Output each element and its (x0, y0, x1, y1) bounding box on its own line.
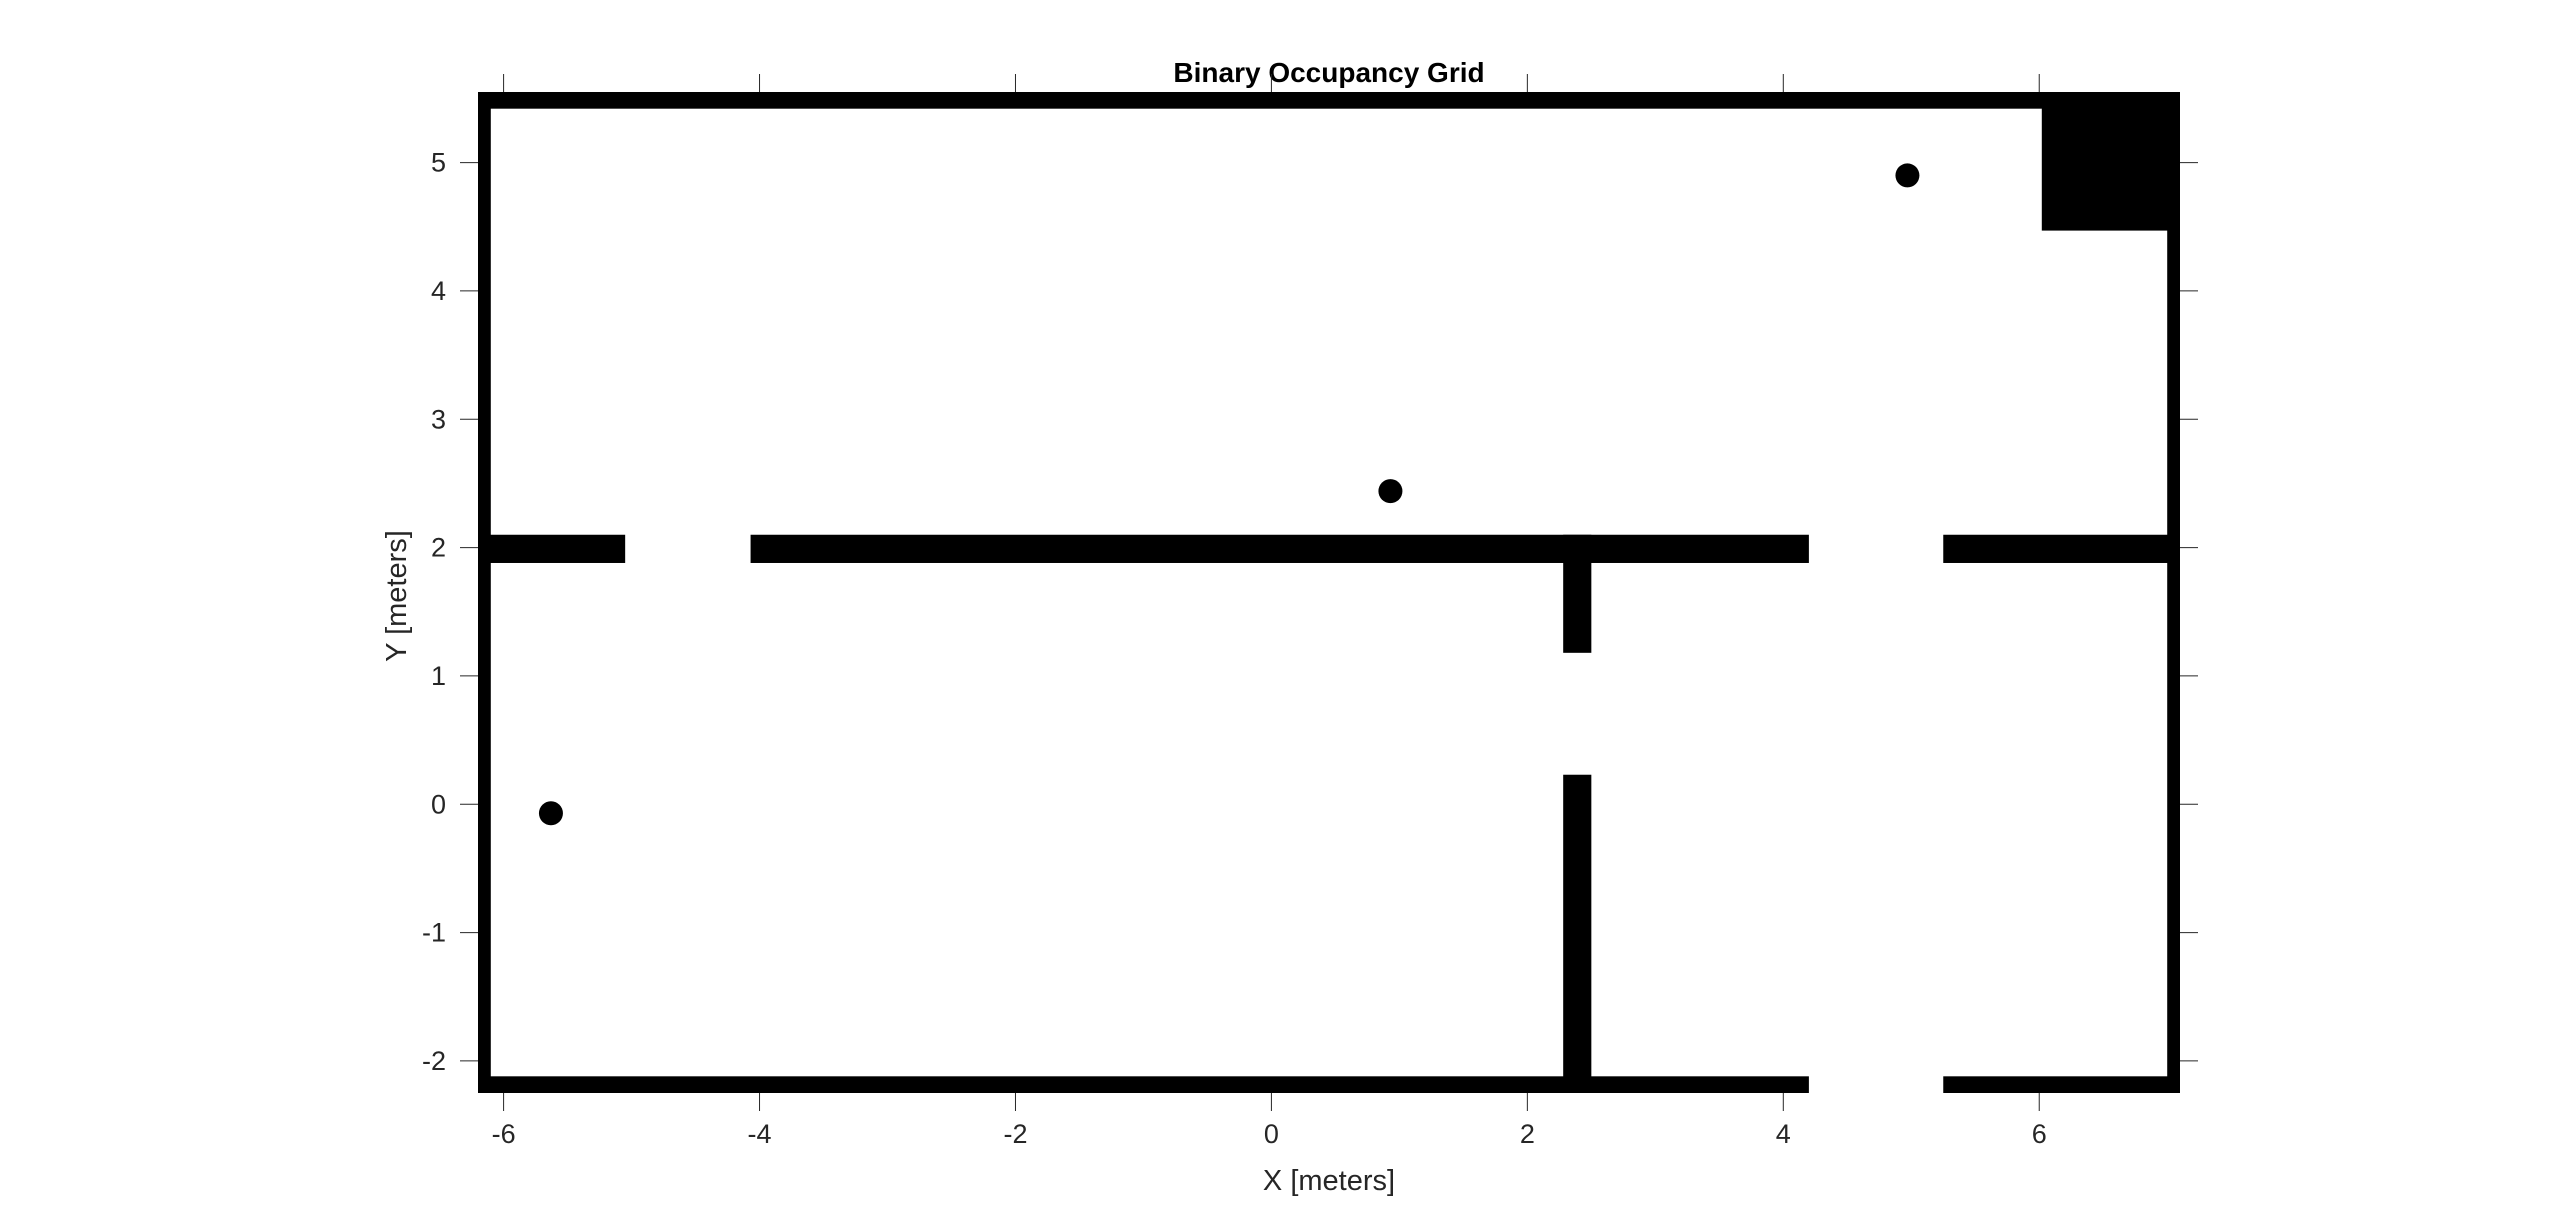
occupied-point-3 (1895, 163, 1920, 188)
y-tick-label: -1 (422, 918, 446, 948)
free-space (478, 92, 2180, 1093)
x-tick-label: 2 (1520, 1119, 1535, 1149)
x-tick-label: -6 (492, 1119, 516, 1149)
x-axis-label: X [meters] (1263, 1165, 1395, 1197)
occupied-inner-wall-left-stub (478, 534, 626, 563)
y-tick-label: 2 (431, 533, 446, 563)
x-tick-label: -4 (748, 1119, 772, 1149)
y-tick-label: 0 (431, 789, 446, 819)
y-tick-label: 5 (431, 148, 446, 178)
occupied-inner-wall-right-stub (1943, 534, 2180, 563)
plot-area (478, 92, 2180, 1093)
x-tick-label: 0 (1264, 1119, 1279, 1149)
y-tick-label: -2 (422, 1046, 446, 1076)
y-tick-label: 1 (431, 661, 446, 691)
y-tick-label: 3 (431, 404, 446, 434)
x-tick-label: 4 (1776, 1119, 1791, 1149)
occupied-inner-wall-center (750, 534, 1809, 563)
occupied-point-2 (1378, 479, 1403, 504)
occupied-outer-wall-bottom-right (1943, 1076, 2180, 1093)
occupied-outer-wall-top (478, 92, 2180, 109)
chart-title: Binary Occupancy Grid (1173, 57, 1484, 88)
occupied-outer-wall-bottom-left (478, 1076, 1809, 1093)
y-tick-label: 4 (431, 276, 446, 306)
occupied-partition-lower (1563, 774, 1592, 1093)
x-tick-label: 6 (2032, 1119, 2047, 1149)
occupied-corner-block (2041, 92, 2180, 231)
occupied-point-1 (538, 801, 563, 826)
occupied-outer-wall-left (478, 92, 491, 1093)
occupied-partition-upper (1563, 534, 1592, 653)
x-tick-label: -2 (1003, 1119, 1027, 1149)
axis-ticks: -6 -4 -2 0 2 4 6 -2 -1 0 1 2 3 4 5 (422, 74, 2198, 1149)
y-axis-label: Y [meters] (381, 530, 413, 662)
occupied-outer-wall-right (2167, 92, 2180, 1093)
